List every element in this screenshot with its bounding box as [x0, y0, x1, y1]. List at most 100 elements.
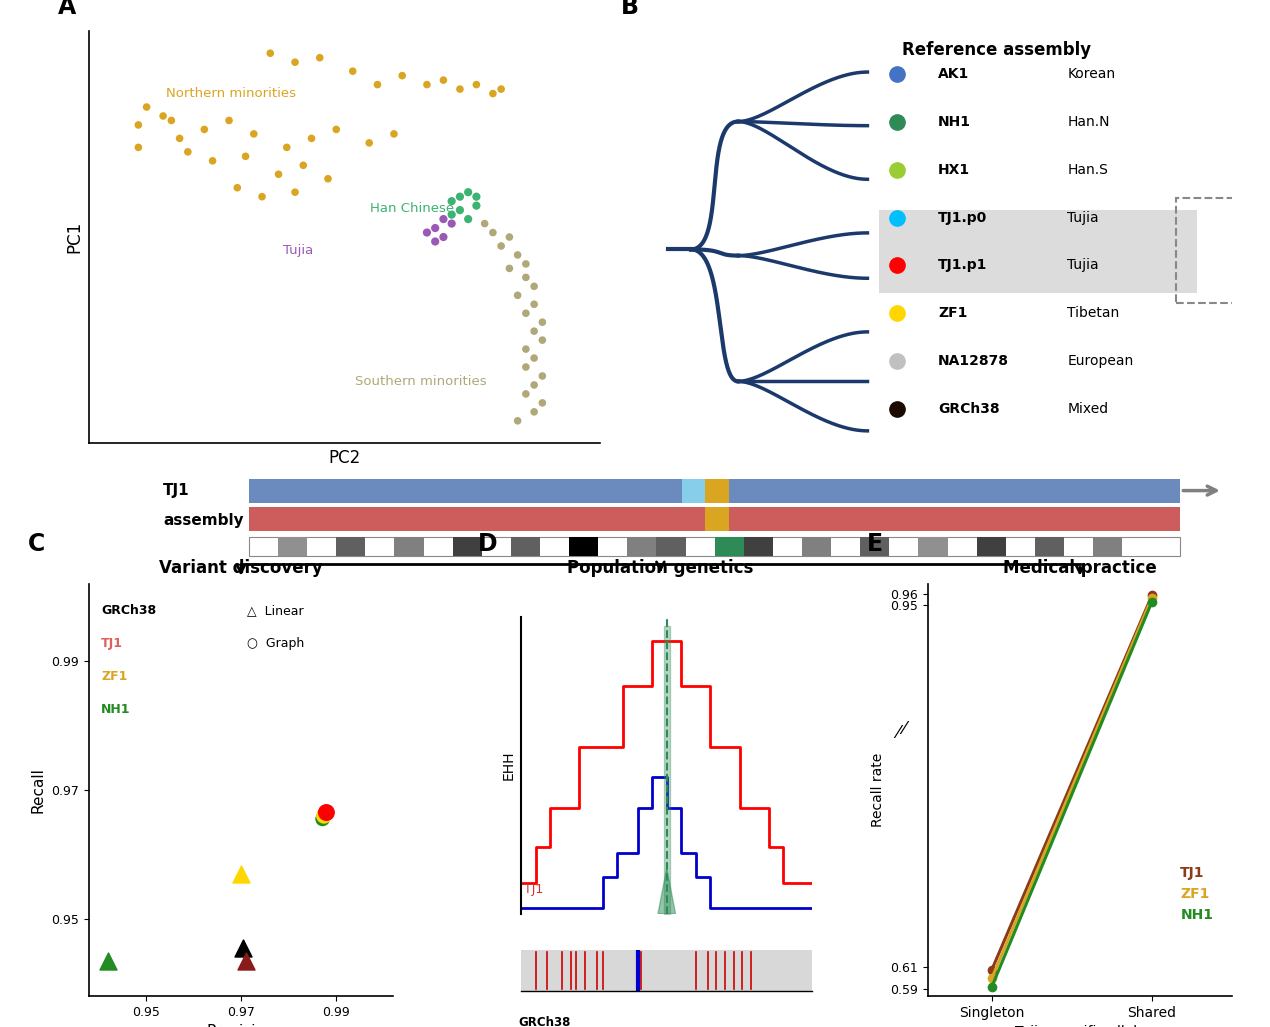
- Text: A: A: [58, 0, 76, 20]
- Text: C: C: [28, 532, 46, 556]
- Point: [152, 108, 173, 124]
- Text: Mixed: Mixed: [1067, 402, 1109, 416]
- Bar: [705, 507, 729, 531]
- Point: [260, 45, 281, 62]
- Text: ZF1: ZF1: [939, 306, 968, 320]
- Point: [343, 63, 363, 79]
- Point: [483, 85, 503, 102]
- Point: [98, 952, 118, 968]
- Text: GRCh38: GRCh38: [939, 402, 999, 416]
- Bar: [715, 537, 744, 556]
- Point: [235, 952, 255, 968]
- Point: [284, 54, 305, 71]
- Point: [425, 220, 446, 236]
- Point: [450, 81, 470, 98]
- X-axis label: Precision: Precision: [207, 1025, 276, 1027]
- Point: [136, 99, 156, 115]
- Point: [316, 804, 337, 821]
- Text: Han.N: Han.N: [1067, 115, 1110, 129]
- Point: [466, 76, 486, 92]
- Point: [227, 180, 248, 196]
- Point: [231, 866, 251, 882]
- Text: Tujia: Tujia: [1067, 259, 1099, 272]
- Point: [128, 117, 149, 134]
- Point: [483, 224, 503, 240]
- Point: [525, 404, 545, 420]
- Point: [508, 246, 528, 263]
- Point: [516, 341, 536, 357]
- Point: [516, 256, 536, 272]
- Bar: [249, 479, 1180, 502]
- Text: Tibetan: Tibetan: [1067, 306, 1120, 320]
- Text: GRCh38: GRCh38: [518, 1016, 570, 1027]
- Point: [532, 368, 552, 384]
- Point: [491, 81, 512, 98]
- Text: TJ1: TJ1: [525, 883, 544, 896]
- Bar: [337, 537, 366, 556]
- Point: [310, 49, 330, 66]
- Y-axis label: Recall: Recall: [30, 767, 46, 813]
- Text: NH1: NH1: [939, 115, 972, 129]
- Point: [194, 121, 215, 138]
- Point: [442, 193, 462, 210]
- Point: [433, 211, 453, 227]
- Point: [384, 125, 404, 142]
- Text: △  Linear: △ Linear: [246, 604, 304, 617]
- Bar: [627, 537, 657, 556]
- Point: [301, 130, 321, 147]
- Text: TJ1: TJ1: [102, 638, 123, 650]
- Point: [235, 148, 255, 164]
- Bar: [511, 537, 540, 556]
- Text: GRCh38: GRCh38: [102, 604, 156, 617]
- Point: [491, 238, 512, 255]
- Point: [268, 166, 288, 183]
- Point: [442, 206, 462, 223]
- Point: [525, 296, 545, 312]
- Bar: [860, 537, 889, 556]
- Text: Southern minorities: Southern minorities: [354, 376, 486, 388]
- Point: [128, 139, 149, 155]
- Point: [532, 314, 552, 331]
- Point: [359, 135, 380, 151]
- Point: [417, 224, 437, 240]
- Polygon shape: [658, 868, 676, 914]
- Y-axis label: Recall rate: Recall rate: [871, 753, 885, 827]
- Bar: [278, 537, 307, 556]
- Text: ⁄: ⁄: [902, 720, 906, 738]
- Text: ○  Graph: ○ Graph: [246, 638, 305, 650]
- Point: [433, 72, 453, 88]
- Text: TJ1: TJ1: [163, 483, 189, 498]
- Point: [318, 170, 338, 187]
- Point: [234, 940, 254, 956]
- Point: [417, 76, 437, 92]
- Text: Tujia: Tujia: [1067, 211, 1099, 225]
- Bar: [977, 537, 1006, 556]
- Bar: [744, 537, 773, 556]
- Text: D: D: [478, 532, 498, 556]
- X-axis label: PC2: PC2: [329, 449, 361, 467]
- Text: Korean: Korean: [1067, 67, 1115, 81]
- Point: [525, 350, 545, 367]
- Bar: [1093, 537, 1123, 556]
- Point: [314, 807, 334, 824]
- Point: [202, 153, 222, 169]
- Point: [244, 125, 264, 142]
- Point: [499, 260, 519, 276]
- Point: [508, 288, 528, 304]
- Point: [326, 121, 347, 138]
- Point: [161, 112, 182, 128]
- Legend: TJ1, ZF1, NH1: TJ1, ZF1, NH1: [1163, 861, 1219, 927]
- Bar: [682, 479, 705, 502]
- Point: [516, 305, 536, 321]
- Point: [284, 184, 305, 200]
- Bar: [395, 537, 424, 556]
- Point: [499, 229, 519, 245]
- Text: NH1: NH1: [102, 703, 131, 717]
- Point: [425, 233, 446, 250]
- Title: Medical practice: Medical practice: [1003, 559, 1157, 576]
- Text: ⁄: ⁄: [897, 724, 899, 743]
- Point: [367, 76, 387, 92]
- Point: [169, 130, 189, 147]
- Text: Han.S: Han.S: [1067, 163, 1109, 177]
- Bar: [452, 537, 481, 556]
